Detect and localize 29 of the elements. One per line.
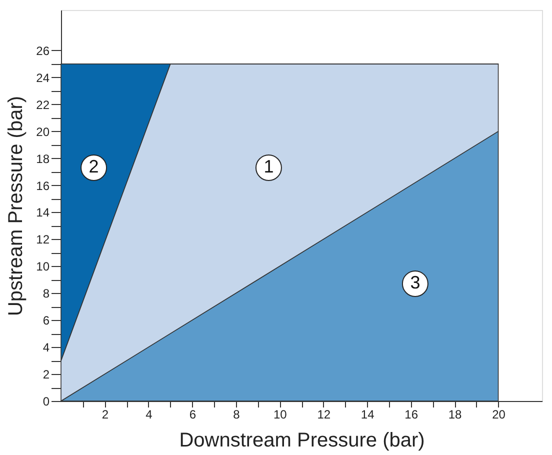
annotation: 2 xyxy=(88,156,99,177)
x-tick-label: 6 xyxy=(189,408,196,422)
y-tick-label: 20 xyxy=(36,124,50,139)
y-tick-label: 14 xyxy=(36,206,50,220)
y-tick-label: 10 xyxy=(36,260,50,274)
y-tick-label: 2 xyxy=(42,368,50,382)
y-tick-label: 18 xyxy=(36,152,50,166)
annotation: 3 xyxy=(410,272,420,293)
x-tick-label: 16 xyxy=(404,408,418,422)
y-tick-label: 4 xyxy=(42,340,50,355)
y-tick-label: 26 xyxy=(36,44,50,58)
x-tick-label: 12 xyxy=(317,408,331,422)
y-tick-label: 0 xyxy=(42,394,50,408)
x-tick-label: 14 xyxy=(360,408,375,422)
y-tick-label: 8 xyxy=(42,286,50,301)
y-axis-title: Upstream Pressure (bar) xyxy=(5,96,28,316)
y-tick-label: 24 xyxy=(36,70,50,85)
x-tick-label: 20 xyxy=(492,408,506,422)
y-tick-label: 12 xyxy=(36,232,50,247)
x-tick-label: 18 xyxy=(448,408,462,422)
y-tick-label: 16 xyxy=(36,178,50,193)
y-tick-label: 22 xyxy=(36,98,50,112)
x-tick-label: 8 xyxy=(233,408,240,422)
x-tick-label: 10 xyxy=(273,408,288,422)
x-tick-label: 4 xyxy=(146,408,153,422)
x-tick-label: 2 xyxy=(102,408,109,422)
annotation: 1 xyxy=(264,156,274,177)
x-axis-title: Downstream Pressure (bar) xyxy=(179,430,425,452)
y-tick-label: 6 xyxy=(42,314,50,328)
